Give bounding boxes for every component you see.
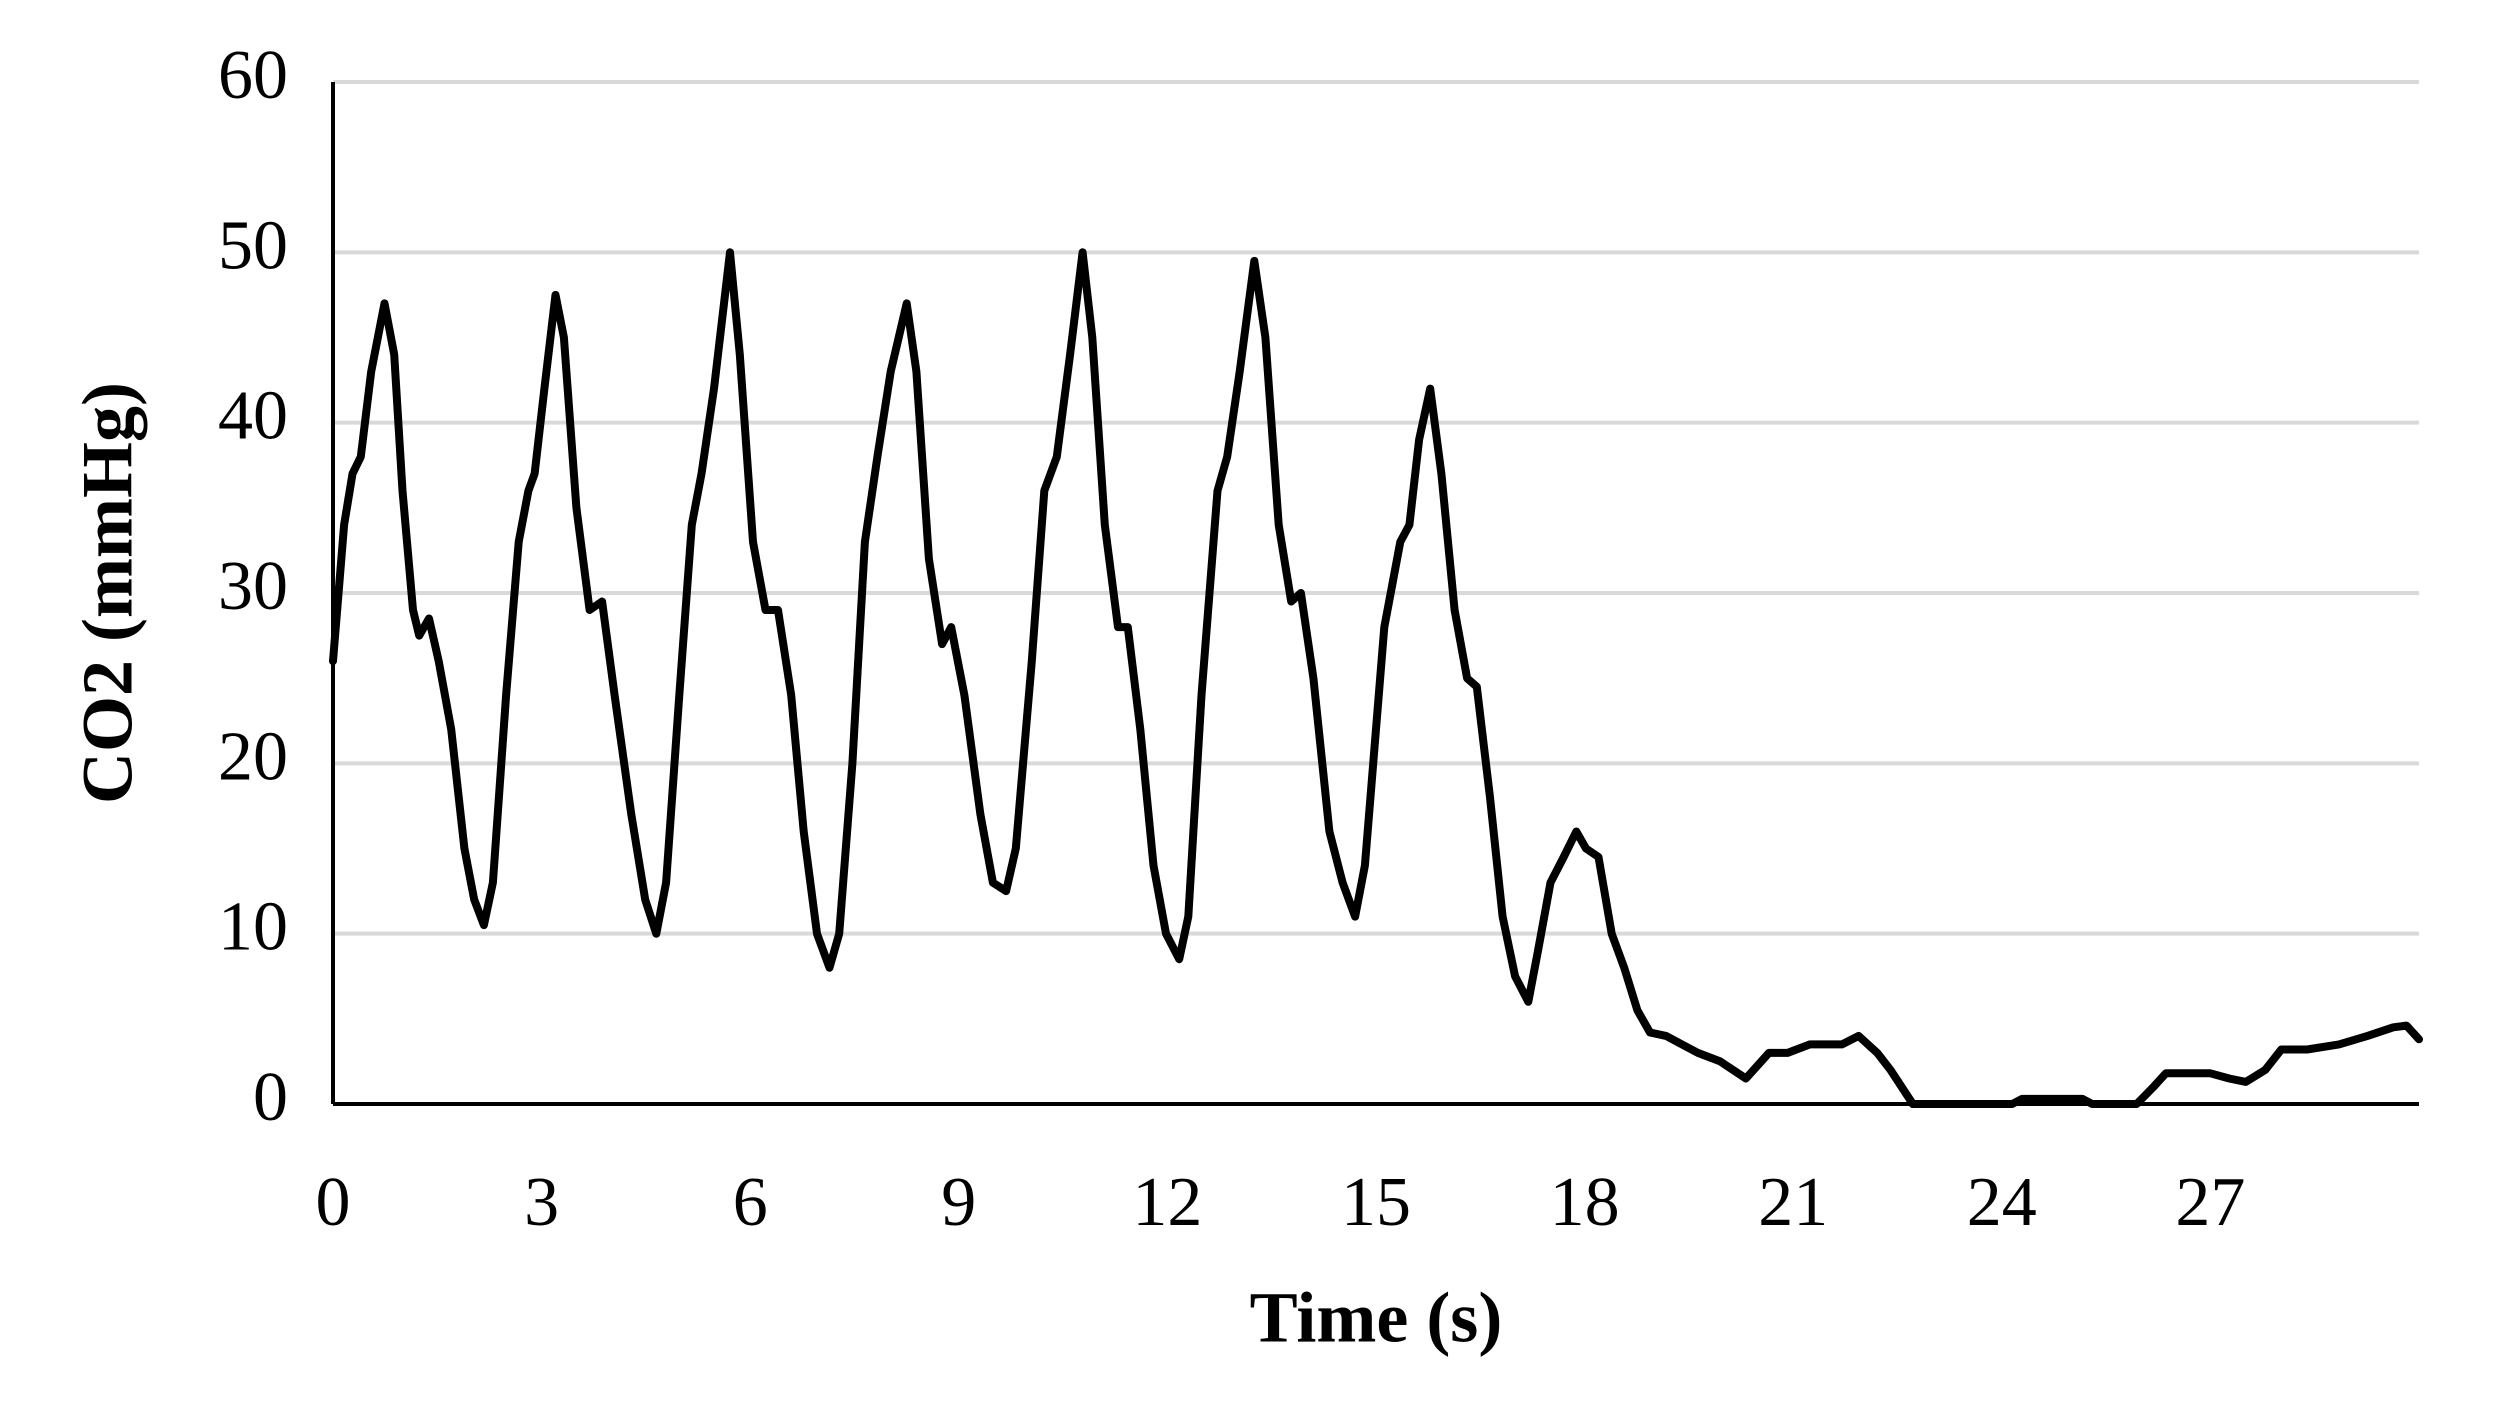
x-tick-label: 18 bbox=[1550, 1164, 1620, 1241]
y-tick-label: 20 bbox=[218, 718, 288, 795]
x-tick-label: 12 bbox=[1132, 1164, 1202, 1241]
y-tick-label: 10 bbox=[218, 889, 288, 966]
y-axis-title: CO2 (mmHg) bbox=[68, 382, 148, 804]
y-tick-label: 60 bbox=[218, 37, 288, 114]
y-tick-label: 0 bbox=[253, 1059, 288, 1136]
x-tick-label: 3 bbox=[524, 1164, 559, 1241]
x-tick-label: 21 bbox=[1758, 1164, 1828, 1241]
y-tick-label: 30 bbox=[218, 548, 288, 625]
x-tick-label: 0 bbox=[316, 1164, 351, 1241]
x-tick-label: 9 bbox=[941, 1164, 976, 1241]
y-tick-label: 40 bbox=[218, 378, 288, 455]
x-tick-label: 24 bbox=[1967, 1164, 2037, 1241]
x-tick-label: 27 bbox=[2175, 1164, 2245, 1241]
x-axis-title: Time (s) bbox=[1250, 1278, 1503, 1358]
line-series bbox=[329, 248, 2423, 1108]
x-tick-label: 6 bbox=[733, 1164, 768, 1241]
y-tick-label: 50 bbox=[218, 207, 288, 284]
x-tick-label: 15 bbox=[1341, 1164, 1411, 1241]
